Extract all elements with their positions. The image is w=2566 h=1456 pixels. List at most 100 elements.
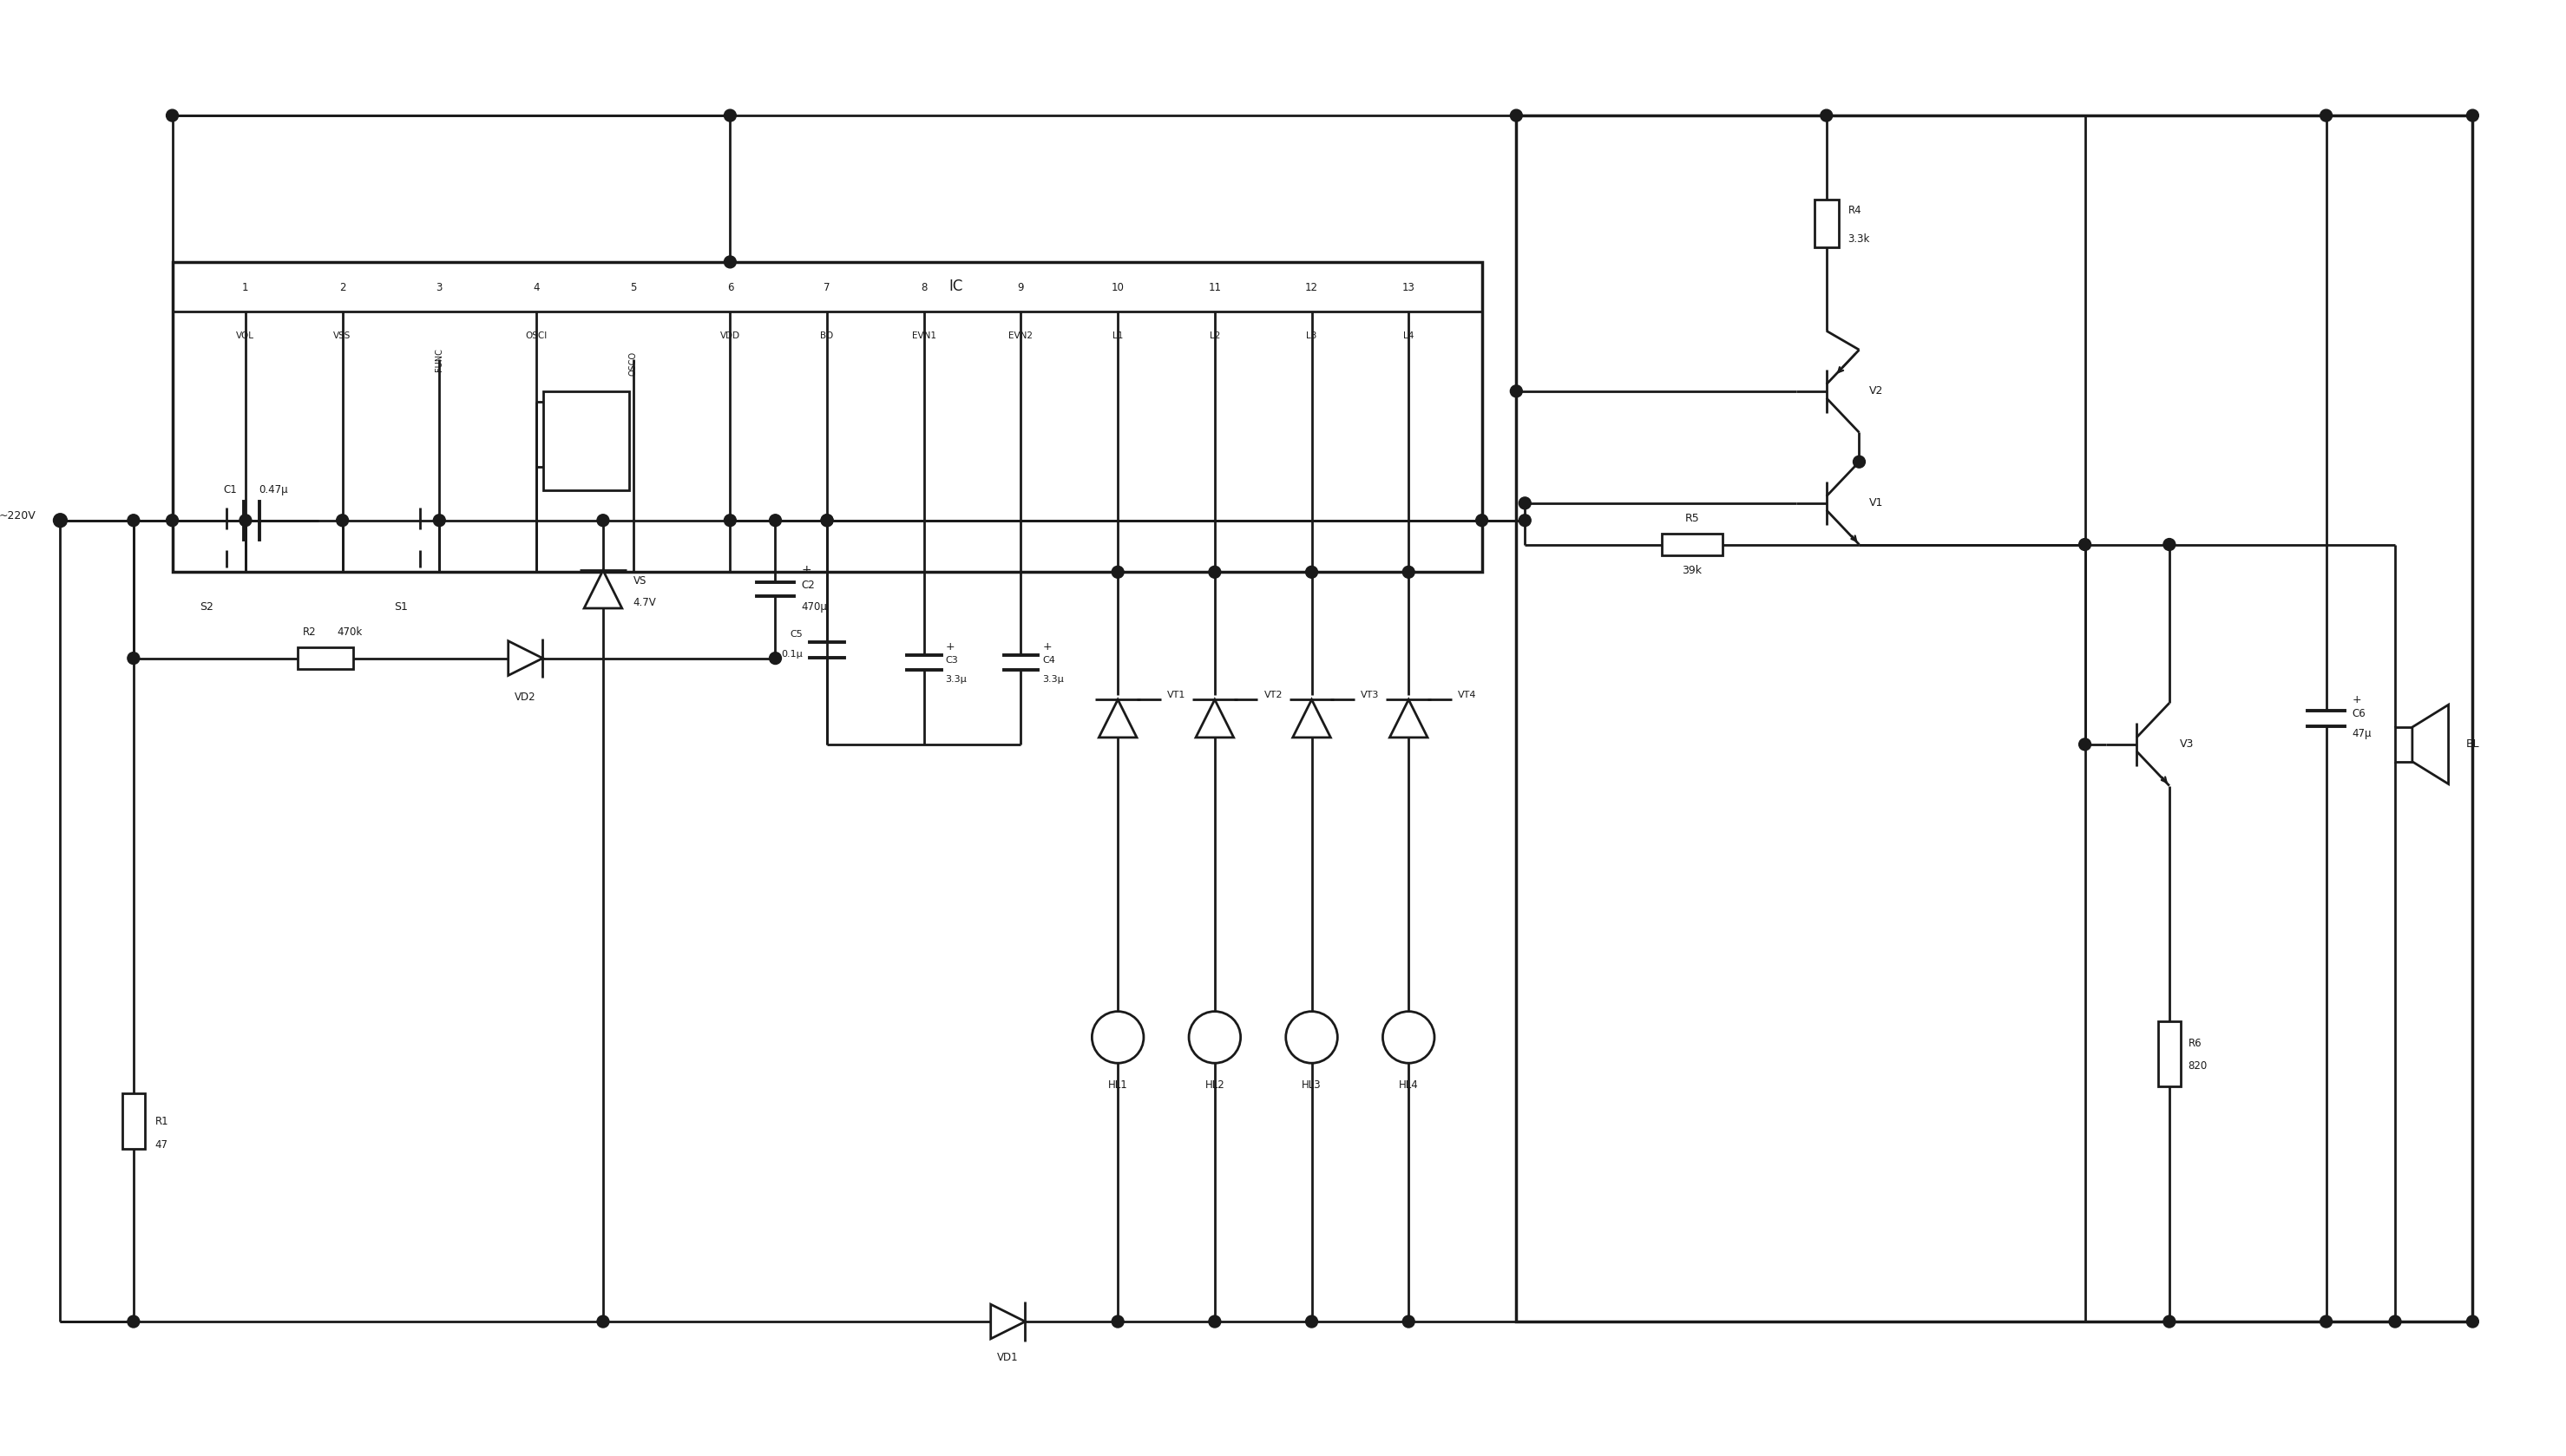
Circle shape [1819, 109, 1832, 121]
Bar [2158, 1021, 2181, 1086]
Text: 47μ: 47μ [2353, 728, 2371, 740]
Circle shape [2078, 738, 2091, 750]
Circle shape [239, 514, 251, 527]
Text: 3.3k: 3.3k [1848, 233, 1871, 245]
Text: C2: C2 [801, 579, 816, 591]
Circle shape [2320, 109, 2332, 121]
Text: 820: 820 [2189, 1060, 2207, 1072]
Circle shape [2466, 109, 2479, 121]
Text: 3.3μ: 3.3μ [944, 676, 967, 684]
Text: BL: BL [2466, 738, 2479, 750]
Text: R3: R3 [600, 416, 613, 425]
Bar [1663, 533, 1722, 556]
Circle shape [1209, 566, 1221, 578]
Circle shape [1853, 456, 1865, 467]
Text: 5: 5 [631, 282, 636, 294]
Circle shape [128, 1316, 139, 1328]
Text: 12: 12 [1306, 282, 1319, 294]
Circle shape [2466, 1316, 2479, 1328]
Circle shape [434, 514, 446, 527]
Circle shape [1475, 514, 1488, 527]
Circle shape [1511, 109, 1522, 121]
Circle shape [1404, 566, 1414, 578]
Circle shape [2320, 1316, 2332, 1328]
Text: VSS: VSS [334, 332, 352, 341]
Circle shape [2389, 1316, 2402, 1328]
Text: VD2: VD2 [516, 692, 536, 703]
Text: R2: R2 [303, 626, 316, 638]
Text: 0.47μ: 0.47μ [259, 485, 287, 496]
Text: VT4: VT4 [1457, 692, 1475, 699]
Circle shape [821, 514, 834, 527]
Circle shape [2078, 539, 2091, 550]
Circle shape [1306, 566, 1319, 578]
Circle shape [54, 514, 67, 527]
Bar [1814, 199, 1837, 248]
Text: HL4: HL4 [1398, 1079, 1419, 1091]
Circle shape [54, 514, 67, 527]
Text: VOL: VOL [236, 332, 254, 341]
Text: R5: R5 [1686, 513, 1699, 524]
Text: +: + [944, 642, 955, 652]
Text: C: C [582, 456, 588, 463]
Bar [570, 402, 593, 467]
Circle shape [598, 514, 608, 527]
Text: 2: 2 [339, 282, 346, 294]
Text: EVN2: EVN2 [1008, 332, 1034, 341]
Polygon shape [2412, 705, 2448, 783]
Text: ~220V: ~220V [0, 511, 36, 521]
Text: L2: L2 [1209, 332, 1219, 341]
Text: OSCI: OSCI [526, 332, 547, 341]
Circle shape [1306, 1316, 1319, 1328]
Text: S1: S1 [393, 601, 408, 612]
Text: VT1: VT1 [1168, 692, 1185, 699]
Text: C3: C3 [944, 655, 957, 664]
Text: 6: 6 [726, 282, 734, 294]
Text: 4: 4 [534, 282, 539, 294]
Text: 11: 11 [1209, 282, 1221, 294]
Text: 8: 8 [921, 282, 926, 294]
Text: +: + [1042, 642, 1052, 652]
Circle shape [724, 256, 736, 268]
Text: VD1: VD1 [998, 1353, 1019, 1363]
Text: O: O [582, 427, 590, 434]
Text: O: O [582, 470, 590, 478]
Bar [1517, 115, 2474, 1322]
Text: HL1: HL1 [1109, 1079, 1126, 1091]
Text: C4: C4 [1042, 655, 1055, 664]
Circle shape [128, 652, 139, 664]
Text: HL2: HL2 [1206, 1079, 1224, 1091]
Text: S2: S2 [200, 601, 213, 612]
Circle shape [1519, 514, 1532, 527]
Text: VT2: VT2 [1265, 692, 1283, 699]
Text: 7: 7 [824, 282, 831, 294]
Circle shape [1511, 386, 1522, 397]
Text: VS: VS [634, 575, 647, 587]
Circle shape [167, 109, 177, 121]
Text: BO: BO [821, 332, 834, 341]
Circle shape [821, 514, 834, 527]
Text: 0.1μ: 0.1μ [783, 649, 803, 658]
Circle shape [1209, 1316, 1221, 1328]
Circle shape [2163, 539, 2176, 550]
Text: +: + [2353, 695, 2361, 705]
Text: 9: 9 [1019, 282, 1024, 294]
Text: 13: 13 [1401, 282, 1414, 294]
Text: L3: L3 [1306, 332, 1316, 341]
Text: +: + [801, 565, 811, 577]
Circle shape [336, 514, 349, 527]
Text: VT3: VT3 [1360, 692, 1381, 699]
Polygon shape [1391, 699, 1427, 738]
Polygon shape [1196, 699, 1234, 738]
Text: C5: C5 [790, 630, 803, 638]
Circle shape [1286, 1012, 1337, 1063]
Text: 470μ: 470μ [801, 601, 826, 612]
Polygon shape [1293, 699, 1332, 738]
Text: R6: R6 [2189, 1038, 2202, 1048]
Text: 3: 3 [436, 282, 441, 294]
Circle shape [1111, 1316, 1124, 1328]
Bar [2394, 727, 2412, 761]
Polygon shape [1098, 699, 1137, 738]
Circle shape [724, 514, 736, 527]
Text: 47: 47 [154, 1139, 167, 1150]
